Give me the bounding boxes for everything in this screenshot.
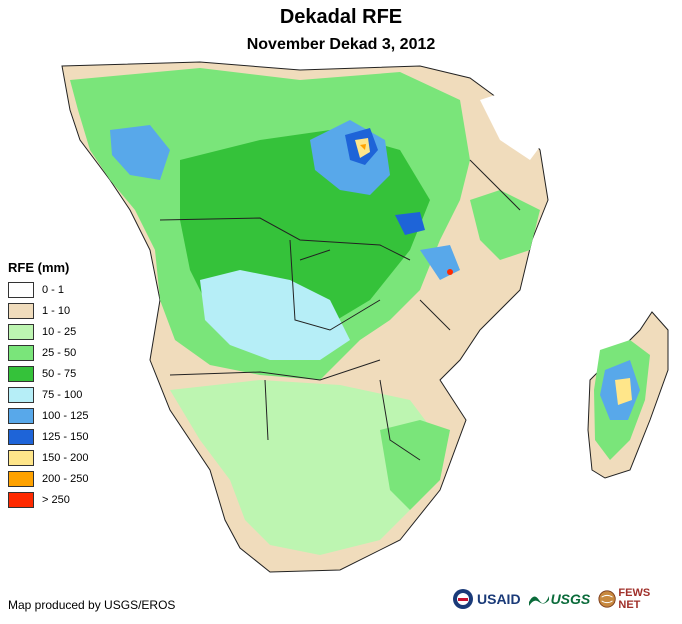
legend-label: 200 - 250 xyxy=(42,472,89,485)
legend-swatch xyxy=(8,386,34,403)
legend-swatch xyxy=(8,449,34,466)
fews-globe-icon xyxy=(598,590,616,608)
legend-list: 0 - 1 1 - 10 10 - 25 25 - 50 50 - 75 75 - 100… xyxy=(8,279,88,510)
legend-swatch xyxy=(8,470,34,487)
legend-item: 125 - 150 xyxy=(8,426,88,447)
legend-item: > 250 xyxy=(8,489,88,510)
legend-item: 200 - 250 xyxy=(8,468,88,489)
legend-label: 0 - 1 xyxy=(42,283,65,296)
legend-item: 1 - 10 xyxy=(8,300,88,321)
fews-logo-text: FEWS NET xyxy=(618,587,651,611)
legend-swatch xyxy=(8,428,34,445)
usgs-logo: USGS xyxy=(528,590,591,608)
legend-label: 150 - 200 xyxy=(42,451,89,464)
legend-label: 25 - 50 xyxy=(42,346,77,359)
legend-label: 10 - 25 xyxy=(42,325,77,338)
legend-label: 75 - 100 xyxy=(42,388,83,401)
usaid-logo: USAID xyxy=(452,588,521,610)
usaid-seal-icon xyxy=(453,589,473,609)
map-subtitle: November Dekad 3, 2012 xyxy=(246,36,436,53)
legend-item: 75 - 100 xyxy=(8,384,88,405)
credit-text: Map produced by USGS/EROS xyxy=(8,598,176,612)
map-title: Dekadal RFE xyxy=(279,6,403,28)
legend-label: 125 - 150 xyxy=(42,430,89,443)
legend-item: 100 - 125 xyxy=(8,405,88,426)
legend-item: 50 - 75 xyxy=(8,363,88,384)
rainfall-map xyxy=(61,61,680,573)
legend-item: 25 - 50 xyxy=(8,342,88,363)
legend-swatch xyxy=(8,302,34,319)
legend-swatch xyxy=(8,344,34,361)
logo-strip: USAID USGS FEWS NET xyxy=(452,582,678,616)
legend-swatch xyxy=(8,323,34,340)
legend-item: 10 - 25 xyxy=(8,321,88,342)
usaid-logo-text: USAID xyxy=(477,591,521,607)
legend-swatch xyxy=(8,365,34,382)
fews-logo: FEWS NET xyxy=(598,587,670,611)
usgs-wave-icon xyxy=(528,596,549,606)
legend-item: 150 - 200 xyxy=(8,447,88,468)
legend-label: > 250 xyxy=(42,493,70,506)
legend-swatch xyxy=(8,281,34,298)
usgs-logo-text: USGS xyxy=(550,591,591,607)
country-borders xyxy=(159,159,521,461)
legend-label: 100 - 125 xyxy=(42,409,89,422)
legend-label: 50 - 75 xyxy=(42,367,77,380)
legend-title: RFE (mm) xyxy=(8,260,70,275)
legend-swatch xyxy=(8,491,34,508)
legend-item: 0 - 1 xyxy=(8,279,88,300)
legend: RFE (mm) 0 - 1 1 - 10 10 - 25 25 - 50 50 - 7… xyxy=(8,260,88,510)
legend-swatch xyxy=(8,407,34,424)
legend-label: 1 - 10 xyxy=(42,304,71,317)
